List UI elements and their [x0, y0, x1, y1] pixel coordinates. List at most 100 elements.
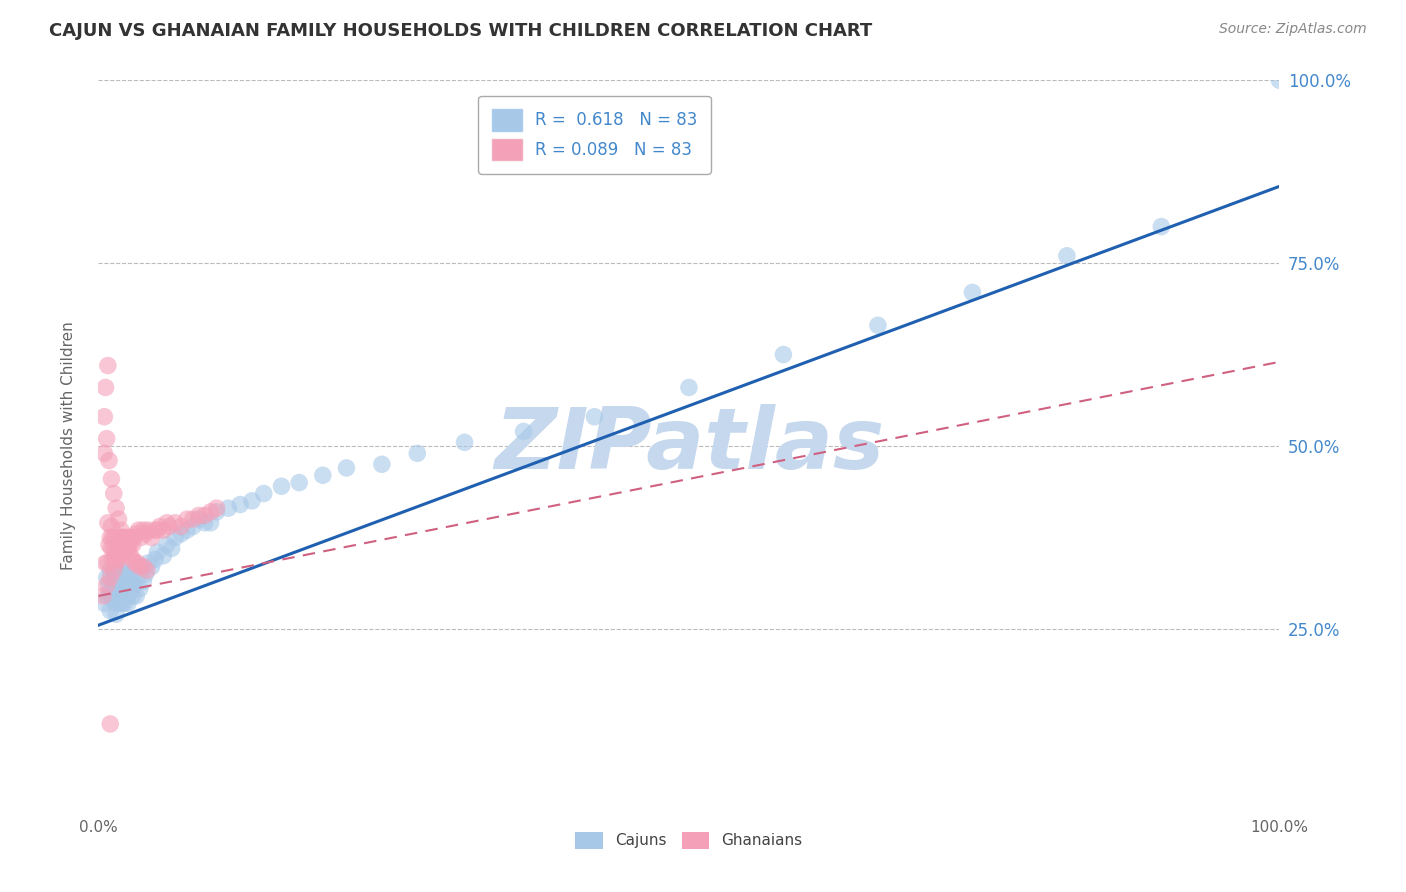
Point	[128, 582, 150, 596]
Point	[122, 530, 145, 544]
Text: Source: ZipAtlas.com: Source: ZipAtlas.com	[1219, 22, 1367, 37]
Point	[217, 501, 239, 516]
Point	[108, 541, 131, 556]
Point	[98, 563, 121, 577]
Point	[111, 541, 134, 556]
Point	[117, 578, 139, 592]
Point	[107, 552, 129, 566]
Point	[107, 582, 129, 596]
Point	[100, 589, 122, 603]
Point	[176, 523, 198, 537]
Point	[205, 505, 228, 519]
Point	[105, 585, 128, 599]
Point	[146, 545, 169, 559]
Point	[772, 347, 794, 362]
Point	[93, 409, 115, 424]
Point	[1056, 249, 1078, 263]
Point	[136, 556, 159, 570]
Point	[98, 538, 121, 552]
Point	[118, 530, 141, 544]
Point	[96, 432, 118, 446]
Point	[112, 545, 135, 559]
Point	[112, 545, 135, 559]
Point	[143, 552, 166, 566]
Point	[105, 567, 128, 582]
Point	[100, 472, 122, 486]
Point	[104, 549, 127, 563]
Point	[103, 571, 125, 585]
Point	[170, 526, 193, 541]
Point	[132, 574, 155, 589]
Point	[98, 578, 121, 592]
Point	[94, 556, 117, 570]
Point	[678, 380, 700, 394]
Point	[146, 523, 169, 537]
Point	[96, 578, 118, 592]
Point	[152, 523, 174, 537]
Point	[406, 446, 429, 460]
Point	[1150, 219, 1173, 234]
Point	[93, 596, 115, 610]
Point	[121, 538, 143, 552]
Point	[105, 501, 128, 516]
Point	[115, 541, 138, 556]
Text: ZIPatlas: ZIPatlas	[494, 404, 884, 488]
Point	[205, 501, 228, 516]
Point	[107, 512, 129, 526]
Point	[111, 563, 134, 577]
Point	[181, 519, 204, 533]
Point	[127, 571, 149, 585]
Point	[110, 545, 132, 559]
Point	[105, 607, 128, 622]
Point	[104, 596, 127, 610]
Text: CAJUN VS GHANAIAN FAMILY HOUSEHOLDS WITH CHILDREN CORRELATION CHART: CAJUN VS GHANAIAN FAMILY HOUSEHOLDS WITH…	[49, 22, 873, 40]
Point	[122, 563, 145, 577]
Point	[112, 530, 135, 544]
Point	[121, 589, 143, 603]
Point	[135, 567, 157, 582]
Point	[115, 589, 138, 603]
Point	[152, 549, 174, 563]
Point	[128, 559, 150, 574]
Point	[111, 534, 134, 549]
Point	[105, 592, 128, 607]
Point	[120, 549, 142, 563]
Point	[97, 556, 120, 570]
Point	[141, 530, 163, 544]
Point	[181, 512, 204, 526]
Point	[200, 516, 222, 530]
Point	[110, 523, 132, 537]
Point	[128, 523, 150, 537]
Point	[111, 585, 134, 599]
Point	[121, 574, 143, 589]
Point	[194, 516, 217, 530]
Point	[103, 563, 125, 577]
Point	[97, 359, 120, 373]
Point	[101, 530, 124, 544]
Point	[117, 541, 139, 556]
Point	[253, 486, 276, 500]
Point	[100, 519, 122, 533]
Point	[135, 563, 157, 577]
Point	[583, 409, 606, 424]
Point	[98, 585, 121, 599]
Point	[114, 567, 136, 582]
Point	[143, 523, 166, 537]
Point	[229, 498, 252, 512]
Legend: Cajuns, Ghanaians: Cajuns, Ghanaians	[569, 825, 808, 855]
Y-axis label: Family Households with Children: Family Households with Children	[62, 322, 76, 570]
Point	[127, 556, 149, 570]
Point	[118, 571, 141, 585]
Point	[103, 541, 125, 556]
Point	[98, 453, 121, 467]
Point	[108, 530, 131, 544]
Point	[187, 508, 209, 523]
Point	[101, 574, 124, 589]
Point	[107, 563, 129, 577]
Point	[114, 538, 136, 552]
Point	[112, 530, 135, 544]
Point	[105, 538, 128, 552]
Point	[97, 516, 120, 530]
Point	[194, 508, 217, 523]
Point	[122, 578, 145, 592]
